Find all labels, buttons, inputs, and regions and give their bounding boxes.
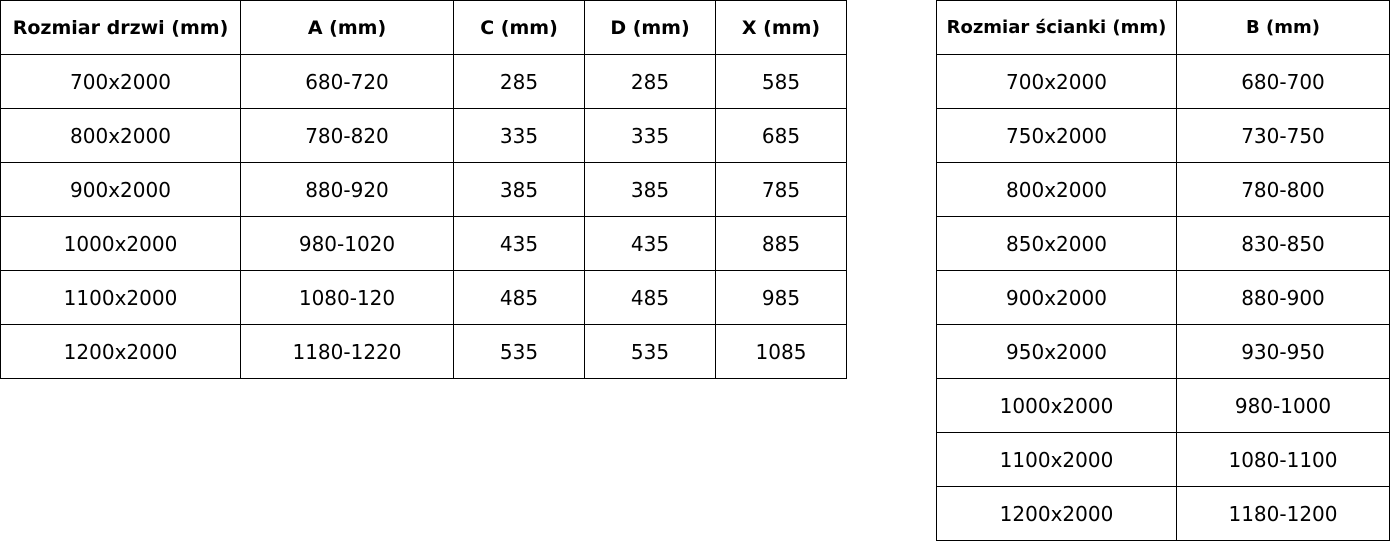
table-cell: 850x2000 (936, 216, 1177, 271)
table-header-row: Rozmiar drzwi (mm) A (mm) C (mm) D (mm) X (m… (0, 0, 847, 55)
table-cell: 800x2000 (936, 162, 1177, 217)
table-cell: 930-950 (1176, 324, 1390, 379)
table-row: 800x2000 780-820 335 335 685 (0, 108, 847, 163)
table-cell: 1000x2000 (936, 378, 1177, 433)
table-cell: 980-1020 (240, 216, 454, 271)
table-cell: 700x2000 (0, 54, 241, 109)
table-cell: 485 (584, 270, 716, 325)
column-header: Rozmiar ścianki (mm) (936, 0, 1177, 55)
table-cell: 485 (453, 270, 585, 325)
table-row: 900x2000 880-920 385 385 785 (0, 162, 847, 217)
table-cell: 750x2000 (936, 108, 1177, 163)
table-cell: 1180-1220 (240, 324, 454, 379)
table-cell: 1100x2000 (936, 432, 1177, 487)
column-header: B (mm) (1176, 0, 1390, 55)
table-cell: 385 (453, 162, 585, 217)
table-cell: 900x2000 (0, 162, 241, 217)
table-row: 900x2000 880-900 (936, 270, 1390, 325)
table-row: 850x2000 830-850 (936, 216, 1390, 271)
table-row: 1200x2000 1180-1220 535 535 1085 (0, 324, 847, 379)
table-cell: 535 (453, 324, 585, 379)
table-cell: 1200x2000 (0, 324, 241, 379)
table-cell: 1000x2000 (0, 216, 241, 271)
table-cell: 680-720 (240, 54, 454, 109)
table-cell: 880-920 (240, 162, 454, 217)
table-cell: 1180-1200 (1176, 486, 1390, 541)
door-size-table: Rozmiar drzwi (mm) A (mm) C (mm) D (mm) X (m… (0, 0, 847, 379)
table-cell: 335 (453, 108, 585, 163)
table-cell: 435 (453, 216, 585, 271)
table-cell: 985 (715, 270, 847, 325)
column-header: D (mm) (584, 0, 716, 55)
table-cell: 435 (584, 216, 716, 271)
table-cell: 1080-120 (240, 270, 454, 325)
table-cell: 780-800 (1176, 162, 1390, 217)
table-row: 700x2000 680-720 285 285 585 (0, 54, 847, 109)
table-cell: 785 (715, 162, 847, 217)
table-cell: 800x2000 (0, 108, 241, 163)
table-row: 750x2000 730-750 (936, 108, 1390, 163)
table-cell: 900x2000 (936, 270, 1177, 325)
table-cell: 880-900 (1176, 270, 1390, 325)
table-cell: 1100x2000 (0, 270, 241, 325)
table-row: 950x2000 930-950 (936, 324, 1390, 379)
table-header-row: Rozmiar ścianki (mm) B (mm) (936, 0, 1390, 55)
table-cell: 980-1000 (1176, 378, 1390, 433)
table-cell: 780-820 (240, 108, 454, 163)
column-header: X (mm) (715, 0, 847, 55)
column-header: A (mm) (240, 0, 454, 55)
column-header: C (mm) (453, 0, 585, 55)
table-cell: 885 (715, 216, 847, 271)
table-cell: 1085 (715, 324, 847, 379)
table-cell: 950x2000 (936, 324, 1177, 379)
table-cell: 535 (584, 324, 716, 379)
table-cell: 730-750 (1176, 108, 1390, 163)
table-row: 1000x2000 980-1020 435 435 885 (0, 216, 847, 271)
table-cell: 585 (715, 54, 847, 109)
table-cell: 830-850 (1176, 216, 1390, 271)
wall-size-table: Rozmiar ścianki (mm) B (mm) 700x2000 680-7… (936, 0, 1390, 541)
table-cell: 285 (453, 54, 585, 109)
table-row: 1100x2000 1080-120 485 485 985 (0, 270, 847, 325)
table-cell: 335 (584, 108, 716, 163)
table-cell: 680-700 (1176, 54, 1390, 109)
table-cell: 1080-1100 (1176, 432, 1390, 487)
table-row: 1000x2000 980-1000 (936, 378, 1390, 433)
column-header: Rozmiar drzwi (mm) (0, 0, 241, 55)
table-row: 800x2000 780-800 (936, 162, 1390, 217)
table-cell: 385 (584, 162, 716, 217)
table-cell: 285 (584, 54, 716, 109)
table-row: 700x2000 680-700 (936, 54, 1390, 109)
table-cell: 685 (715, 108, 847, 163)
table-row: 1100x2000 1080-1100 (936, 432, 1390, 487)
table-cell: 1200x2000 (936, 486, 1177, 541)
table-cell: 700x2000 (936, 54, 1177, 109)
table-row: 1200x2000 1180-1200 (936, 486, 1390, 541)
